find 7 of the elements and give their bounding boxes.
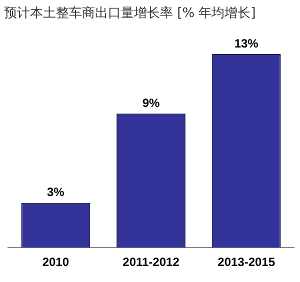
- x-tick-label: 2011-2012: [122, 255, 180, 270]
- data-label: 9%: [142, 96, 160, 110]
- data-label: 3%: [46, 185, 65, 200]
- x-tick-label: 2013-2015: [218, 255, 276, 270]
- data-label: 13%: [234, 36, 259, 50]
- x-tick-label: 2010: [42, 255, 70, 270]
- chart-title: 预计本土整车商出口量增长率 [% 年均增长]: [4, 5, 256, 22]
